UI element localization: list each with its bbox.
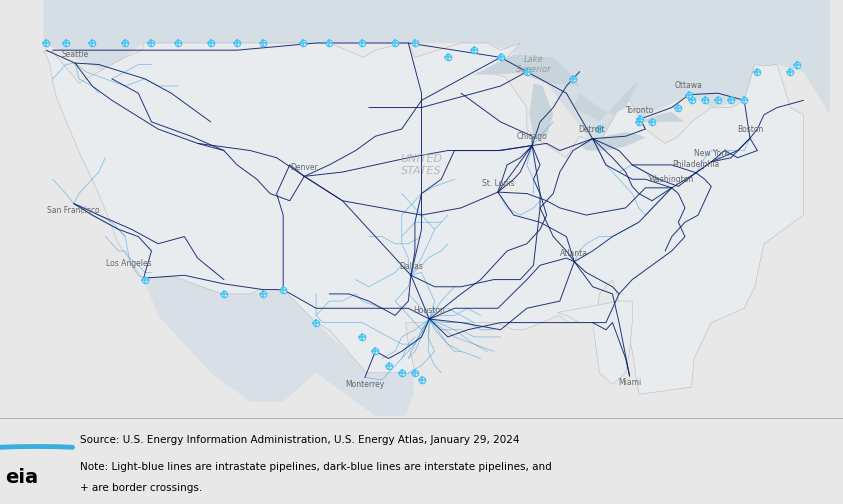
- Text: Source: U.S. Energy Information Administration, U.S. Energy Atlas, January 29, 2: Source: U.S. Energy Information Administ…: [80, 435, 519, 446]
- Polygon shape: [143, 277, 632, 487]
- Text: Dallas: Dallas: [399, 263, 423, 272]
- Text: San Francisco: San Francisco: [47, 206, 100, 215]
- Polygon shape: [573, 82, 639, 122]
- Polygon shape: [557, 301, 632, 384]
- Polygon shape: [44, 43, 803, 394]
- Text: UNITED
STATES: UNITED STATES: [400, 154, 443, 176]
- Polygon shape: [639, 112, 685, 122]
- Text: Lake
Superior: Lake Superior: [516, 55, 551, 74]
- Polygon shape: [474, 54, 580, 86]
- Text: Philadelphia: Philadelphia: [673, 160, 720, 169]
- Text: eia: eia: [5, 468, 39, 487]
- Text: Boston: Boston: [737, 125, 763, 134]
- Text: Toronto: Toronto: [626, 106, 654, 115]
- Text: Houston: Houston: [413, 306, 445, 315]
- Polygon shape: [529, 83, 553, 136]
- Text: Seattle: Seattle: [62, 50, 89, 59]
- Text: Monterrey: Monterrey: [346, 380, 384, 389]
- Text: St. Louis: St. Louis: [481, 178, 514, 187]
- Text: Detroit: Detroit: [578, 125, 605, 135]
- Text: New York: New York: [694, 149, 729, 158]
- Text: Ottawa: Ottawa: [675, 82, 703, 90]
- Text: Chicago: Chicago: [517, 133, 547, 141]
- Text: Washington: Washington: [649, 175, 695, 183]
- Text: Denver: Denver: [290, 163, 318, 172]
- Polygon shape: [580, 132, 646, 151]
- Text: Atlanta: Atlanta: [561, 248, 588, 258]
- Polygon shape: [44, 0, 830, 143]
- Text: Los Angeles: Los Angeles: [106, 260, 152, 269]
- Text: + are border crossings.: + are border crossings.: [80, 483, 202, 493]
- Text: Miami: Miami: [618, 378, 642, 387]
- Text: Note: Light-blue lines are intrastate pipelines, dark-blue lines are interstate : Note: Light-blue lines are intrastate pi…: [80, 462, 552, 472]
